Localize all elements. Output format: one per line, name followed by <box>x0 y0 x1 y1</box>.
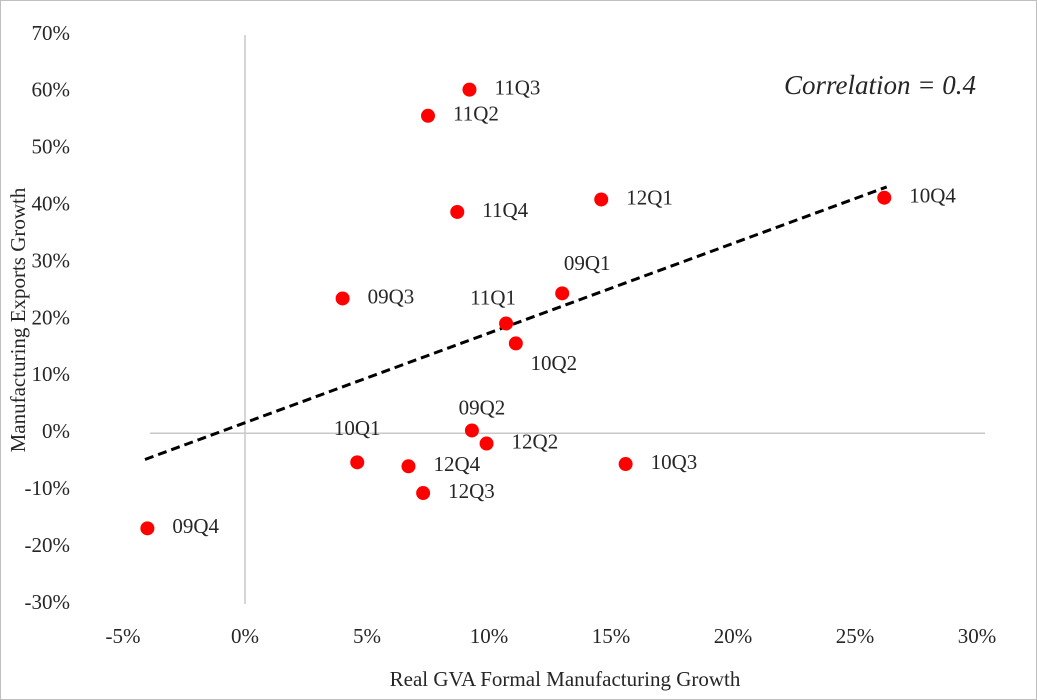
y-axis-title: Manufacturing Exports Growth <box>6 187 30 452</box>
point-label: 10Q2 <box>531 351 578 375</box>
y-tick-label: 0% <box>42 419 70 443</box>
point <box>140 521 155 536</box>
trendline <box>144 185 888 461</box>
y-tick-label: -30% <box>25 590 71 614</box>
point-label: 11Q2 <box>453 102 499 126</box>
x-tick-label: 25% <box>836 624 875 648</box>
point <box>401 459 416 474</box>
y-tick-label: 10% <box>32 362 71 386</box>
y-tick-label: 50% <box>32 135 71 159</box>
point-label: 10Q1 <box>334 416 381 440</box>
point-label: 10Q4 <box>909 184 956 208</box>
x-tick-label: 15% <box>592 624 631 648</box>
x-tick-label: 0% <box>231 624 259 648</box>
point-label: 09Q2 <box>459 395 506 419</box>
y-tick-label: -20% <box>25 533 71 557</box>
point-label: 09Q4 <box>172 514 219 538</box>
point-label: 11Q3 <box>494 75 540 99</box>
point-label: 12Q4 <box>433 452 480 476</box>
x-tick-label: -5% <box>106 624 141 648</box>
x-tick-label: 10% <box>470 624 509 648</box>
point <box>479 436 494 451</box>
point-label: 12Q3 <box>448 479 495 503</box>
annotation: Correlation = 0.4 <box>784 70 976 100</box>
point-label: 09Q1 <box>564 251 611 275</box>
point-label: 12Q1 <box>626 185 673 209</box>
point-label: 12Q2 <box>512 429 559 453</box>
point <box>421 108 435 123</box>
point-label: 09Q3 <box>368 284 415 308</box>
point <box>450 204 465 219</box>
x-tick-label: 30% <box>958 624 997 648</box>
point <box>350 455 365 470</box>
point <box>877 190 892 205</box>
y-tick-label: 40% <box>32 192 71 216</box>
point <box>594 192 609 207</box>
point <box>618 457 633 472</box>
point <box>416 486 431 501</box>
y-tick-label: 70% <box>32 21 71 45</box>
point <box>499 316 514 331</box>
point <box>335 291 350 306</box>
x-tick-label: 5% <box>353 624 381 648</box>
point-label: 11Q1 <box>470 285 516 309</box>
point <box>462 82 477 97</box>
point <box>464 423 479 438</box>
x-axis-title: Real GVA Formal Manufacturing Growth <box>390 667 741 691</box>
point <box>508 336 523 351</box>
y-tick-label: -10% <box>25 476 71 500</box>
point-label: 11Q4 <box>482 198 528 222</box>
point <box>555 286 570 301</box>
y-tick-label: 60% <box>32 78 71 102</box>
y-tick-label: 30% <box>32 248 71 272</box>
y-tick-label: 20% <box>32 305 71 329</box>
x-tick-label: 20% <box>714 624 753 648</box>
point-label: 10Q3 <box>651 450 698 474</box>
